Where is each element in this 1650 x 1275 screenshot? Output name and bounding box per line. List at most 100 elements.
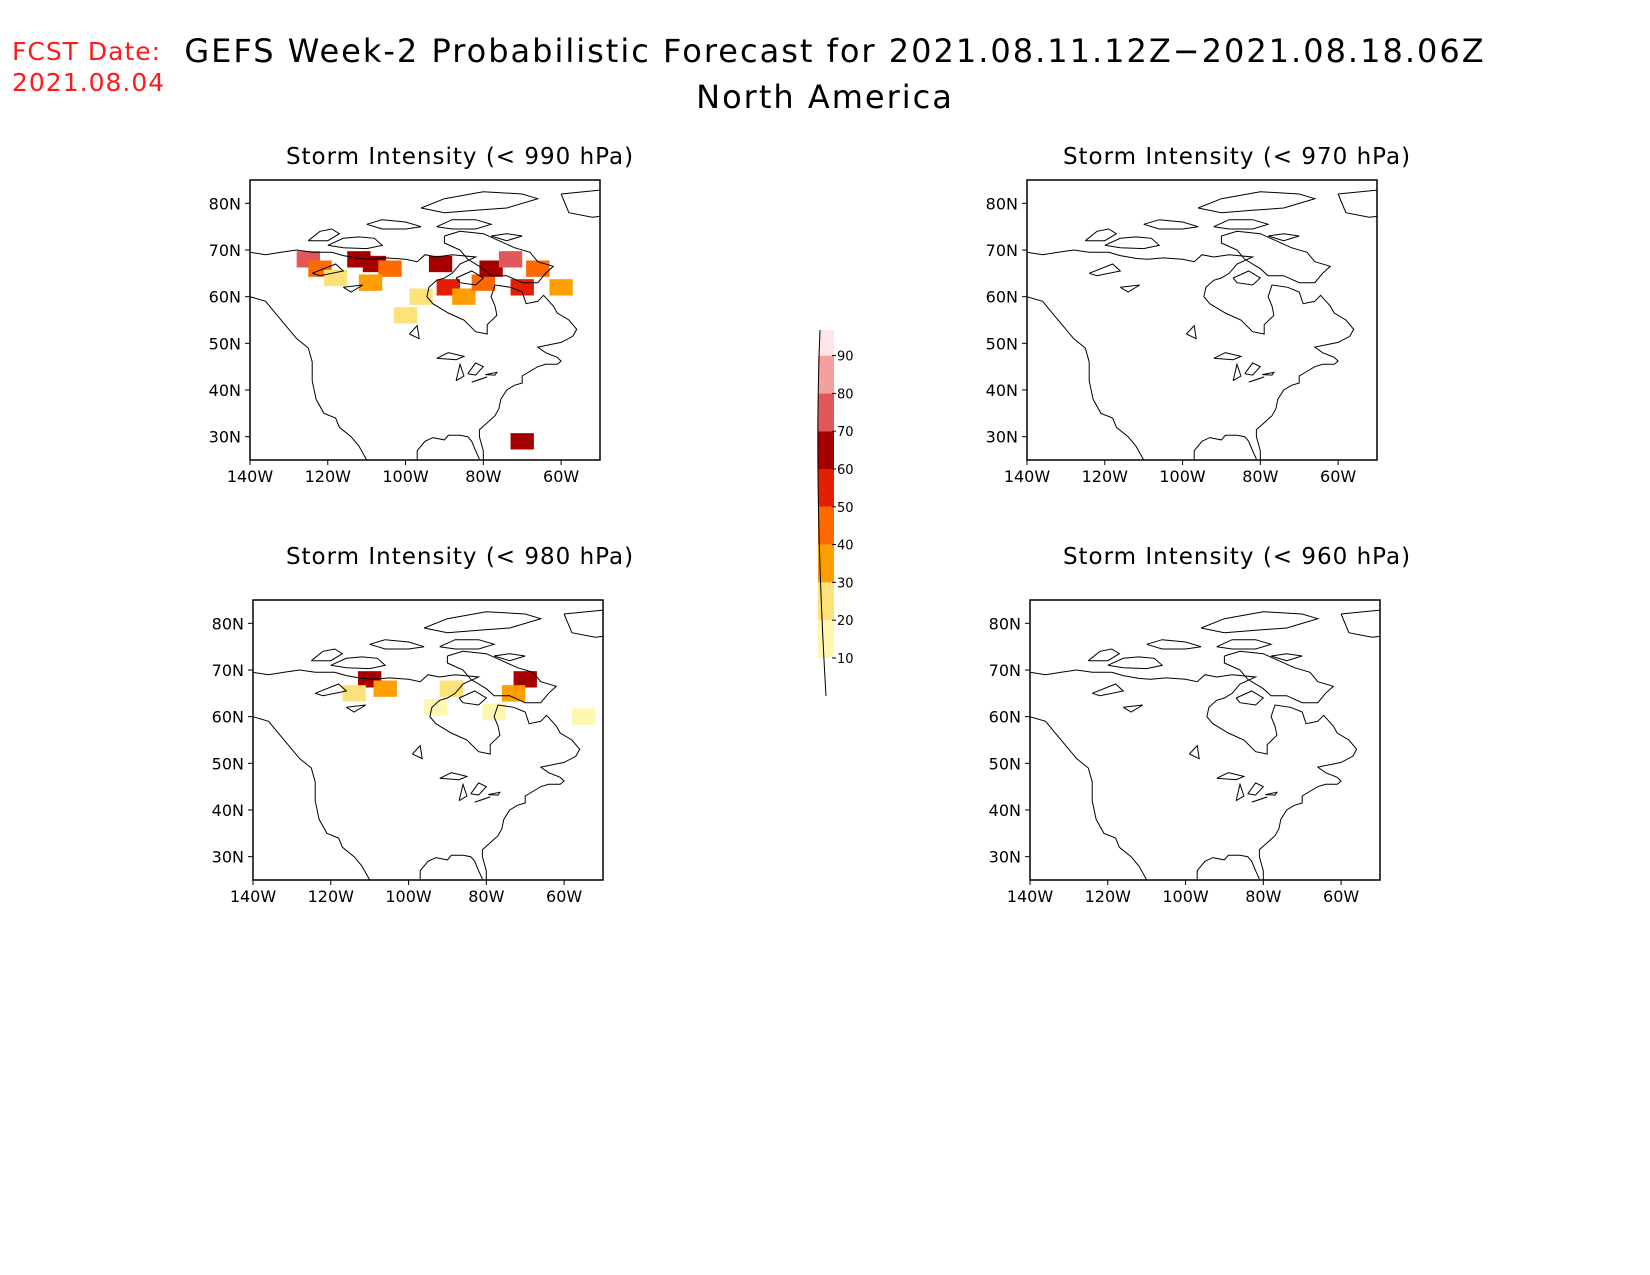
coastline — [330, 656, 387, 670]
lat-label: 70N — [209, 241, 241, 260]
colorbar: 10 20 30 40 50 60 70 80 90 — [817, 330, 854, 697]
map-980: 80N 70N 60N 50N 40N 30N 140W 120W 100W 80W 60W — [212, 599, 604, 906]
coastline — [315, 683, 348, 697]
coastline — [1235, 690, 1265, 706]
coastline — [443, 230, 555, 284]
panel-title: Storm Intensity (< 960 hPa) — [1062, 544, 1412, 570]
coastline — [250, 249, 578, 460]
lat-label: 30N — [986, 428, 1018, 447]
lat-label: 80N — [212, 614, 244, 633]
probability-cell — [378, 260, 402, 277]
lon-label: 120W — [305, 467, 352, 486]
lat-label: 30N — [212, 848, 244, 867]
coastline — [419, 854, 483, 880]
lon-label: 60W — [1323, 887, 1359, 906]
lon-label: 80W — [1245, 887, 1281, 906]
coastline — [485, 371, 498, 376]
lat-label: 70N — [989, 661, 1021, 680]
probability-cell — [526, 260, 550, 277]
colorbar-segment — [818, 469, 834, 507]
panel-title: Storm Intensity (< 990 hPa) — [285, 144, 635, 170]
coastline — [439, 639, 496, 650]
coastline — [307, 228, 341, 242]
coastline — [1186, 324, 1197, 340]
coastline — [346, 704, 367, 713]
coastline — [1213, 352, 1243, 361]
lat-label: 30N — [989, 848, 1021, 867]
coastline — [1223, 650, 1335, 704]
lat-label: 40N — [986, 381, 1018, 400]
lon-label: 140W — [1004, 467, 1051, 486]
probability-cell — [549, 279, 573, 296]
coastline — [1244, 362, 1262, 376]
coastline — [1232, 270, 1262, 286]
main-title: GEFS Week-2 Probabilistic Forecast for 2… — [184, 32, 1486, 70]
probability-cell — [482, 703, 506, 721]
coastline — [1196, 854, 1260, 880]
coastline — [1251, 796, 1268, 803]
lat-label: 60N — [986, 288, 1018, 307]
coastline — [493, 653, 526, 662]
probability-cell — [409, 288, 433, 305]
lon-label: 100W — [1159, 467, 1206, 486]
coastline — [439, 772, 469, 781]
probability-cell — [498, 251, 523, 268]
probability-cell — [501, 685, 526, 702]
colorbar-label: 80 — [837, 387, 854, 402]
coastline — [455, 270, 485, 286]
coastline — [1213, 219, 1270, 230]
coastline — [1087, 648, 1121, 662]
lat-label: 60N — [209, 288, 241, 307]
coastline — [1084, 228, 1118, 242]
coastline — [1120, 284, 1141, 293]
colorbar-label: 60 — [837, 463, 854, 478]
lon-label: 100W — [1162, 887, 1209, 906]
map-970: 80N 70N 60N 50N 40N 30N 140W 120W 100W 80W 60W — [986, 179, 1378, 486]
coastline — [412, 744, 423, 760]
coastline — [409, 324, 420, 340]
map-990: 80N 70N 60N 50N 40N 30N 140W 120W 100W 80W 60W — [209, 179, 601, 486]
coastline — [312, 263, 345, 277]
coastline — [563, 609, 603, 638]
probability-cell — [471, 274, 495, 291]
coastline — [1092, 683, 1125, 697]
coastline — [420, 191, 540, 214]
coastline — [467, 362, 485, 376]
coastline — [458, 782, 468, 802]
lat-label: 80N — [209, 194, 241, 213]
probability-cell — [510, 433, 534, 450]
map-frame — [1026, 179, 1378, 461]
probability-cell — [510, 279, 534, 296]
coastline — [1189, 744, 1200, 760]
probability-cell — [479, 260, 503, 277]
coastline — [310, 648, 344, 662]
colorbar-segment — [818, 544, 834, 583]
coastline — [1027, 296, 1145, 460]
colorbar-label: 50 — [837, 501, 854, 516]
lon-label: 100W — [382, 467, 429, 486]
coastline — [1143, 219, 1199, 230]
colorbar-outline — [817, 330, 827, 697]
coastline — [470, 782, 488, 796]
forecast-date-block: FCST Date: 2021.08.04 — [12, 36, 165, 98]
coastline — [1027, 249, 1355, 460]
lat-label: 70N — [986, 241, 1018, 260]
map-area — [1027, 189, 1377, 460]
coastline — [1030, 716, 1148, 880]
coastline — [455, 362, 465, 382]
coastline — [488, 791, 501, 796]
subtitle: North America — [696, 78, 954, 116]
lat-label: 50N — [209, 334, 241, 353]
lon-label: 60W — [543, 467, 579, 486]
coastline — [423, 611, 543, 634]
coastline — [1265, 791, 1278, 796]
lon-label: 60W — [546, 887, 582, 906]
lon-label: 120W — [1085, 887, 1132, 906]
probability-cell — [571, 708, 596, 725]
panel-title: Storm Intensity (< 980 hPa) — [285, 544, 635, 570]
coastline — [1030, 669, 1358, 880]
coastline — [1232, 362, 1242, 382]
forecast-date-label: FCST Date: — [12, 37, 162, 66]
coastline — [1089, 263, 1122, 277]
probability-cell — [439, 680, 463, 697]
